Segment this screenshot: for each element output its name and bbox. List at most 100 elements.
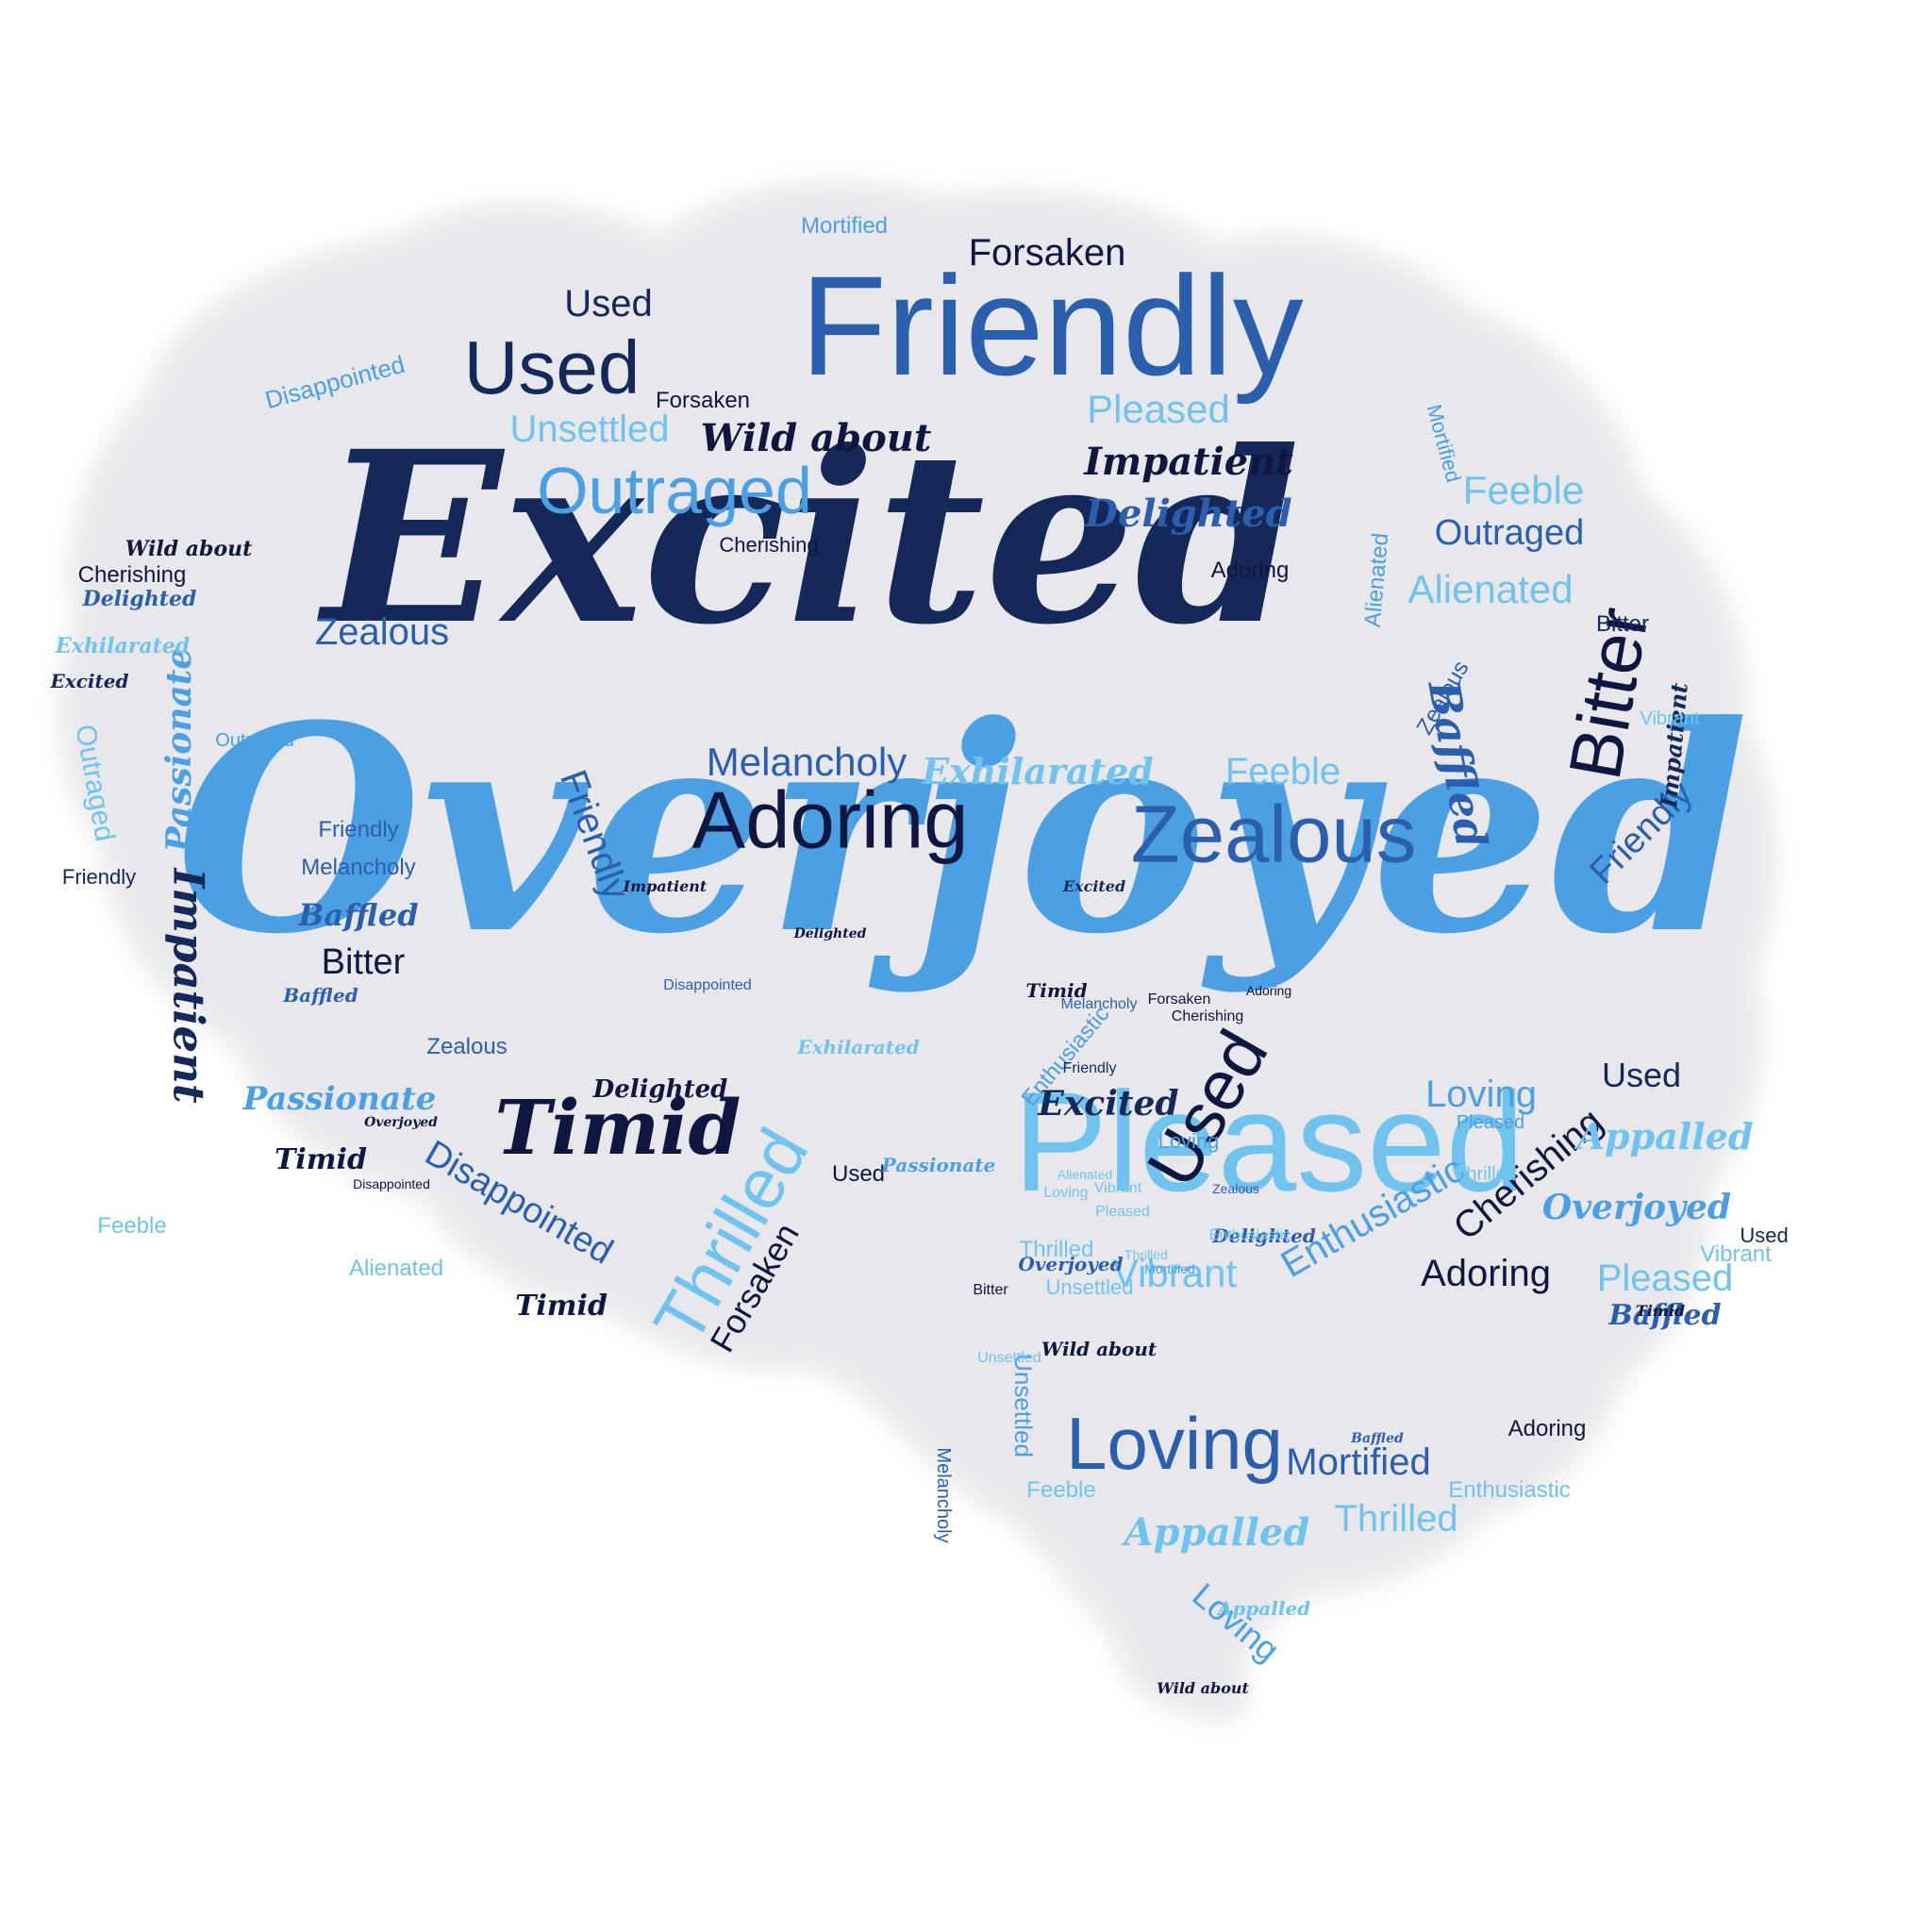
word-adoring: Adoring bbox=[1210, 558, 1290, 583]
word-timid: Timid bbox=[1635, 1302, 1686, 1320]
word-passionate: Passionate bbox=[159, 647, 199, 853]
word-melancholy: Melancholy bbox=[706, 740, 908, 784]
word-timid: Timid bbox=[515, 1290, 608, 1323]
word-delighted: Delighted bbox=[793, 926, 867, 941]
word-delighted: Delighted bbox=[1212, 1224, 1316, 1247]
word-cherishing: Cherishing bbox=[719, 533, 819, 557]
word-feeble: Feeble bbox=[97, 1213, 167, 1239]
word-zealous: Zealous bbox=[426, 1034, 508, 1059]
word-melancholy: Melancholy bbox=[933, 1447, 954, 1543]
word-feeble: Feeble bbox=[1462, 468, 1585, 512]
word-mortified: Mortified bbox=[800, 213, 889, 239]
word-used: Used bbox=[1601, 1056, 1682, 1094]
word-mortified: Mortified bbox=[1286, 1441, 1431, 1483]
word-unsettled: Unsettled bbox=[509, 408, 670, 450]
word-unsettled: Unsettled bbox=[977, 1350, 1041, 1366]
word-thrilled: Thrilled bbox=[1019, 1237, 1094, 1262]
word-zealous: Zealous bbox=[314, 611, 450, 653]
word-loving: Loving bbox=[1066, 1402, 1283, 1485]
word-bitter: Bitter bbox=[973, 1282, 1008, 1298]
word-timid: Timid bbox=[494, 1083, 741, 1172]
word-overjoyed: Overjoyed bbox=[1541, 1188, 1732, 1227]
word-outraged: Outraged bbox=[1434, 513, 1585, 553]
word-passionate: Passionate bbox=[242, 1080, 437, 1118]
word-friendly: Friendly bbox=[800, 246, 1304, 405]
word-feeble: Feeble bbox=[1224, 751, 1341, 792]
word-adoring: Adoring bbox=[1507, 1416, 1587, 1441]
word-delighted: Delighted bbox=[82, 587, 197, 611]
word-vibrant: Vibrant bbox=[1640, 708, 1700, 729]
word-bitter: Bitter bbox=[321, 942, 406, 982]
word-forsaken: Forsaken bbox=[968, 232, 1126, 274]
word-used: Used bbox=[831, 1161, 886, 1187]
word-thrilled: Thrilled bbox=[1455, 1164, 1517, 1185]
word-mortified: Mortified bbox=[1422, 401, 1466, 485]
word-mortified: Mortified bbox=[1144, 1261, 1195, 1276]
word-excited: Excited bbox=[322, 399, 1301, 676]
word-overjoyed: Overjoyed bbox=[364, 1115, 438, 1130]
word-impatient: Impatient bbox=[1084, 440, 1293, 484]
word-wild-about: Wild about bbox=[1041, 1338, 1158, 1360]
word-baffled: Baffled bbox=[1351, 1431, 1404, 1446]
word-thrilled: Thrilled bbox=[1334, 1498, 1458, 1540]
word-appalled: Appalled bbox=[1576, 1115, 1754, 1158]
word-adoring: Adoring bbox=[691, 775, 969, 866]
word-zealous: Zealous bbox=[1212, 1181, 1259, 1196]
word-vibrant: Vibrant bbox=[1700, 1241, 1772, 1267]
word-impatient: Impatient bbox=[623, 877, 708, 895]
word-forsaken: Forsaken bbox=[655, 388, 751, 413]
word-wild-about: Wild about bbox=[125, 537, 253, 561]
word-thrilled: Thrilled bbox=[1124, 1247, 1168, 1262]
word-exhilarated: Exhilarated bbox=[922, 750, 1154, 792]
word-cherishing: Cherishing bbox=[77, 562, 187, 588]
word-delighted: Delighted bbox=[592, 1075, 728, 1104]
word-pleased: Pleased bbox=[1087, 387, 1230, 431]
word-melancholy: Melancholy bbox=[1060, 996, 1138, 1012]
word-vibrant: Vibrant bbox=[1093, 1180, 1142, 1196]
word-enthusiastic: Enthusiastic bbox=[1208, 1227, 1291, 1243]
word-alienated: Alienated bbox=[1057, 1167, 1113, 1182]
word-loving: Loving bbox=[1043, 1185, 1089, 1201]
word-vibrant: Vibrant bbox=[1111, 1251, 1238, 1295]
word-excited: Excited bbox=[50, 670, 129, 692]
word-baffled: Baffled bbox=[298, 897, 419, 933]
word-used: Used bbox=[463, 325, 641, 409]
word-used: Used bbox=[564, 283, 653, 325]
word-impatient: Impatient bbox=[163, 868, 214, 1104]
word-baffled: Baffled bbox=[283, 984, 358, 1007]
word-alienated: Alienated bbox=[348, 1256, 444, 1281]
word-loving: Loving bbox=[1425, 1074, 1537, 1115]
word-loving: Loving bbox=[1185, 1574, 1288, 1670]
word-disappointed: Disappointed bbox=[663, 977, 752, 993]
word-timid: Timid bbox=[1025, 979, 1088, 1002]
word-timid: Timid bbox=[275, 1143, 367, 1176]
word-friendly: Friendly bbox=[61, 865, 137, 889]
word-excited: Excited bbox=[1062, 877, 1126, 895]
word-pleased: Pleased bbox=[1095, 1204, 1150, 1220]
word-baffled: Baffled bbox=[1608, 1299, 1722, 1332]
word-wild-about: Wild about bbox=[700, 416, 932, 460]
word-adoring: Adoring bbox=[1245, 983, 1292, 998]
word-zealous: Zealous bbox=[1130, 790, 1417, 880]
word-overjoyed: Overjoyed bbox=[1018, 1253, 1124, 1275]
word-exhilarated: Exhilarated bbox=[55, 634, 191, 658]
word-unsettled: Unsettled bbox=[1045, 1275, 1134, 1299]
word-friendly: Friendly bbox=[318, 817, 399, 842]
word-alienated: Alienated bbox=[1407, 567, 1574, 611]
word-exhilarated: Exhilarated bbox=[797, 1036, 920, 1058]
word-delighted: Delighted bbox=[1085, 491, 1292, 536]
word-cherishing: Cherishing bbox=[1171, 1008, 1244, 1024]
word-unsettled: Unsettled bbox=[1009, 1354, 1038, 1457]
word-pleased: Pleased bbox=[1012, 1062, 1525, 1221]
word-friendly: Friendly bbox=[1062, 1060, 1117, 1076]
word-overjoyed: Overjoyed bbox=[175, 663, 1750, 996]
word-outraged: Outraged bbox=[215, 730, 294, 751]
word-outraged: Outraged bbox=[537, 454, 812, 527]
word-melancholy: Melancholy bbox=[301, 855, 416, 880]
brain-outline bbox=[59, 182, 1775, 1721]
word-used: Used bbox=[1740, 1224, 1789, 1247]
word-forsaken: Forsaken bbox=[1147, 991, 1211, 1008]
